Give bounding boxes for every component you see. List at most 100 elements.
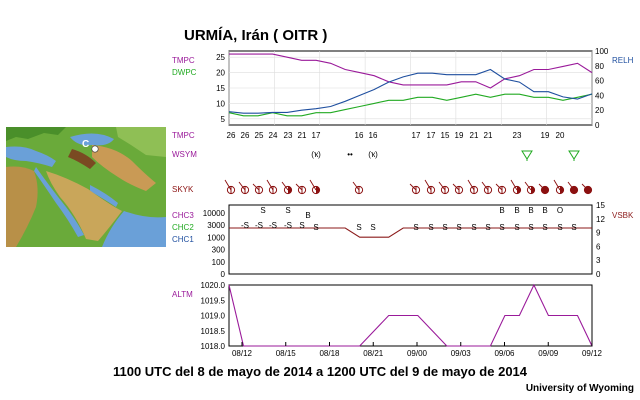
cloud-code-label: S xyxy=(428,223,433,232)
relh-tick-label: 20 xyxy=(595,106,604,115)
temperature-left-axis: 25 20 15 10 5 xyxy=(216,53,225,124)
ceiling-tick-label: 10000 xyxy=(203,209,226,218)
sky-cover-icon xyxy=(424,179,436,195)
tmpc-value: 17 xyxy=(427,131,436,140)
cloud-code-label: -S xyxy=(269,221,277,230)
legend-chc3: CHC3 xyxy=(172,211,194,220)
relh-tick-label: 40 xyxy=(595,91,604,100)
sky-cover-icon xyxy=(481,181,493,195)
cloud-code-label: S xyxy=(356,223,361,232)
cloud-code-label: S xyxy=(413,223,418,232)
tmpc-value: 21 xyxy=(484,131,493,140)
sky-cover-fill xyxy=(288,186,292,194)
wind-barb-staff xyxy=(438,181,446,191)
cloud-code-label: -S xyxy=(284,221,292,230)
tmpc-value: 23 xyxy=(513,131,522,140)
time-tick-label: 09/00 xyxy=(407,349,428,358)
sky-cover-icon xyxy=(452,183,464,195)
temperature-tick-label: 5 xyxy=(221,115,226,124)
wind-barb-staff xyxy=(481,181,489,191)
rain-dots-symbol: •• xyxy=(347,150,353,159)
time-tick-label: 09/12 xyxy=(582,349,603,358)
tmpc-value: 19 xyxy=(541,131,550,140)
map-northeast-land xyxy=(116,127,166,157)
wind-barb-staff xyxy=(409,183,417,191)
skyk-row-label: SKYK xyxy=(172,185,194,194)
station-map: C xyxy=(6,127,166,247)
wind-barb-staff xyxy=(452,183,460,191)
vsbk-series-line xyxy=(229,227,592,238)
thunder-rain-symbol: (ҡ) xyxy=(311,150,321,159)
wind-barb-staff xyxy=(295,183,303,191)
cloud-code-label: S xyxy=(499,223,504,232)
cloud-code-label: O xyxy=(557,206,563,215)
tmpc-value: 25 xyxy=(255,131,264,140)
tmpc-value: 24 xyxy=(269,131,278,140)
sky-cover-icon xyxy=(281,181,293,195)
map-north-land xyxy=(6,127,66,141)
temperature-tick-label: 10 xyxy=(216,99,225,108)
visibility-tick-label: 3 xyxy=(596,256,601,265)
cloud-code-label: S xyxy=(299,221,304,230)
relh-tick-label: 100 xyxy=(595,47,609,56)
dwpc-series-line xyxy=(228,93,593,117)
tmpc-row-label: TMPC xyxy=(172,131,195,140)
sky-cover-icon xyxy=(553,179,565,195)
relh-series-line xyxy=(228,68,593,114)
time-tick-label: 09/06 xyxy=(494,349,515,358)
sky-cover-icon xyxy=(238,181,250,195)
tmpc-value: 23 xyxy=(284,131,293,140)
visibility-right-axis: 15 12 9 6 3 0 xyxy=(596,201,605,279)
time-tick-label: 09/09 xyxy=(538,349,559,358)
sky-cover-row xyxy=(224,179,593,195)
cloud-code-label: S xyxy=(442,223,447,232)
cloud-code-label: S xyxy=(313,223,318,232)
temperature-tick-label: 15 xyxy=(216,84,225,93)
cloud-code-label: S xyxy=(485,223,490,232)
pressure-panel-frame xyxy=(228,284,593,347)
tmpc-value: 26 xyxy=(227,131,236,140)
pressure-tick-label: 1018.0 xyxy=(201,342,226,351)
legend-dwpc: DWPC xyxy=(172,68,197,77)
pressure-left-axis: 1020.0 1019.5 1019.0 1018.5 1018.0 xyxy=(201,281,226,351)
cloud-code-label: B xyxy=(528,206,533,215)
wind-barb-staff xyxy=(567,181,575,191)
legend-chc2: CHC2 xyxy=(172,223,194,232)
relh-tick-label: 60 xyxy=(595,77,604,86)
shower-triangle-icon xyxy=(568,150,580,161)
wind-barb-staff xyxy=(281,181,289,191)
relh-tick-label: 80 xyxy=(595,62,604,71)
relh-right-axis: 100 80 60 40 20 0 xyxy=(595,47,609,130)
time-tick-label: 08/18 xyxy=(319,349,340,358)
tmpc-value: 15 xyxy=(441,131,450,140)
sky-cover-icon xyxy=(309,179,321,195)
ceiling-tick-label: 100 xyxy=(212,258,226,267)
station-marker-icon[interactable] xyxy=(91,145,99,153)
cloud-code-label: B xyxy=(305,211,310,220)
cloud-code-label: B xyxy=(514,206,519,215)
legend-vsbk: VSBK xyxy=(612,211,634,220)
map-iran-plateau xyxy=(92,145,156,191)
pressure-tick-label: 1018.5 xyxy=(201,327,226,336)
map-arabian-sea xyxy=(102,211,166,247)
map-arabian-peninsula xyxy=(46,171,122,241)
source-credit: University of Wyoming xyxy=(525,383,634,394)
legend-chc1: CHC1 xyxy=(172,235,194,244)
sky-cover-icon xyxy=(224,179,236,195)
wind-barb-staff xyxy=(424,179,432,191)
sky-cover-icon xyxy=(352,181,364,195)
map-red-sea xyxy=(34,167,84,237)
tmpc-value: 17 xyxy=(412,131,421,140)
time-tick-label: 08/15 xyxy=(276,349,297,358)
cloud-code-label: S xyxy=(260,206,265,215)
wind-barb-staff xyxy=(495,183,503,191)
tmpc-value: 19 xyxy=(455,131,464,140)
visibility-tick-label: 12 xyxy=(596,215,605,224)
middle-east-relief-map: C xyxy=(6,127,166,247)
tmpc-series-line xyxy=(229,53,593,89)
sky-cover-icon xyxy=(409,183,421,195)
